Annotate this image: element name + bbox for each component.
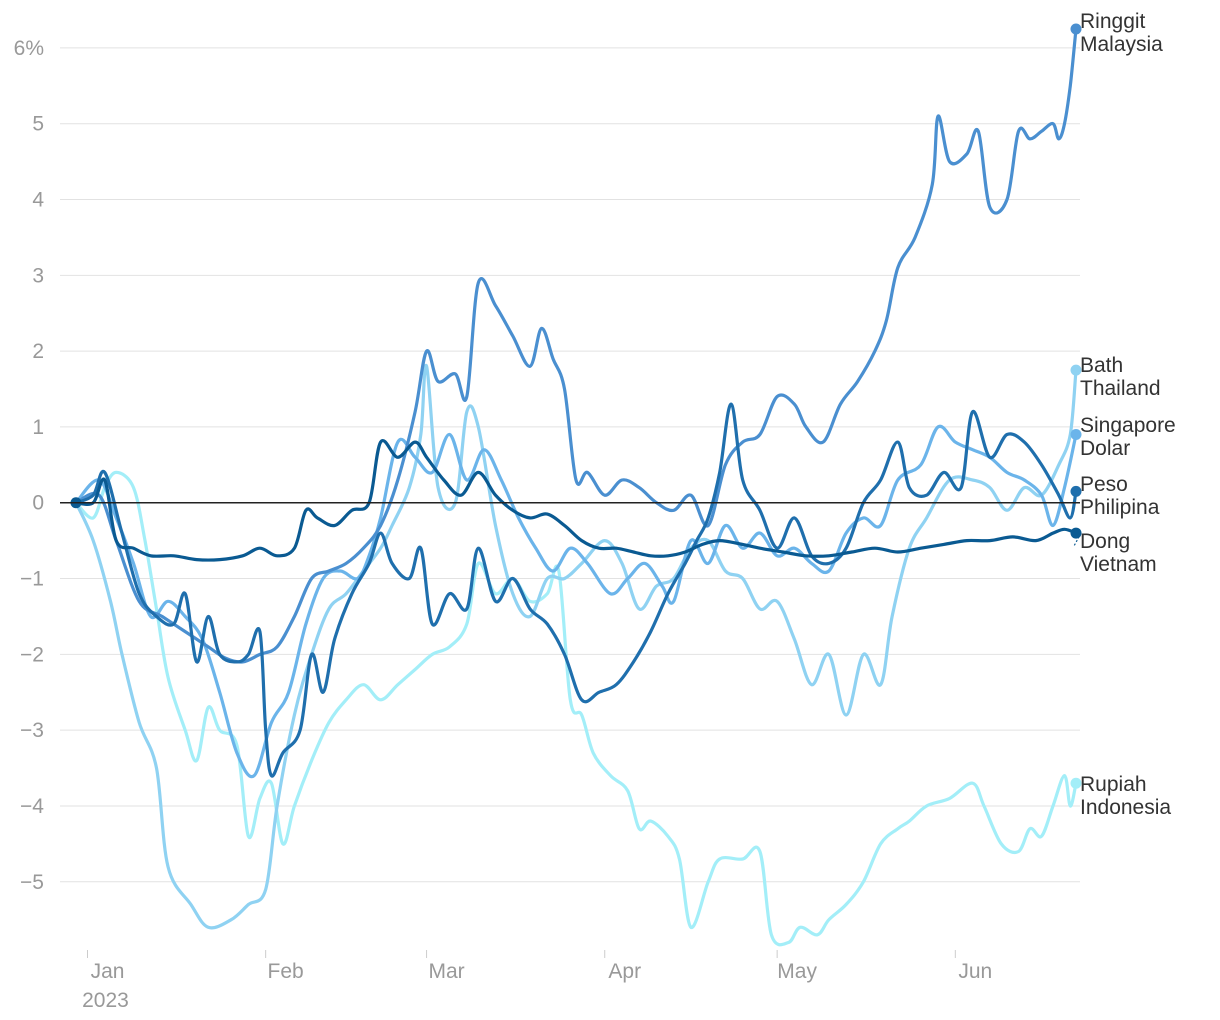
y-tick-label: 4 [32, 189, 44, 212]
x-tick-label: Apr [608, 960, 641, 983]
series-label-line: Thailand [1080, 377, 1161, 400]
end-dot-5 [1070, 527, 1082, 539]
y-tick-label: 5 [32, 113, 44, 136]
y-tick-label: −1 [20, 568, 44, 591]
end-dot-3 [1070, 429, 1082, 441]
series-label-line: Bath [1080, 354, 1123, 377]
series-label-line: Indonesia [1080, 796, 1171, 819]
x-tick-label: Feb [268, 960, 304, 983]
series-label-line: Ringgit [1080, 10, 1146, 33]
end-dot-6 [1070, 777, 1082, 789]
label-leader [1073, 532, 1082, 547]
series-line-2 [74, 363, 1078, 930]
y-tick-label: 3 [32, 264, 44, 287]
gridlines [60, 47, 1080, 883]
y-tick-label: −2 [20, 643, 44, 666]
y-tick-label: −5 [20, 871, 44, 894]
y-tick-label: −3 [20, 719, 44, 742]
series-line-1 [74, 27, 1078, 664]
series-label-line: Singapore [1080, 414, 1176, 437]
series-line-3 [74, 424, 1078, 779]
series-line-4 [74, 402, 1078, 778]
y-tick-label: 6% [14, 37, 44, 60]
y-tick-label: 0 [32, 492, 44, 515]
x-tick-label: Jan [91, 960, 125, 983]
series-line-5 [74, 438, 1078, 562]
series-label-line: Rupiah [1080, 773, 1147, 796]
end-dot-4 [1070, 485, 1082, 497]
series-label-line: Vietnam [1080, 553, 1157, 576]
series-label-line: Dolar [1080, 437, 1130, 460]
y-tick-label: 2 [32, 340, 44, 363]
y-tick-label: 1 [32, 416, 44, 439]
x-tick-label: Jun [958, 960, 992, 983]
series-lines [70, 27, 1078, 947]
x-tick-sublabel: 2023 [82, 989, 129, 1012]
y-axis: 6% 5 4 3 2 1 0 −1 −2 −3 −4 −5 [14, 37, 45, 894]
series-label-line: Dong [1080, 530, 1130, 553]
series-label-line: Peso [1080, 473, 1128, 496]
series-label-line: Malaysia [1080, 33, 1163, 56]
series-line-6 [74, 470, 1078, 947]
end-dot-1 [1070, 23, 1082, 35]
y-tick-label: −4 [20, 795, 44, 818]
x-tick-label: Mar [428, 960, 464, 983]
x-tick-label: May [777, 960, 817, 983]
end-dot-2 [1070, 364, 1082, 376]
label-leader [1073, 429, 1082, 436]
x-axis: Jan 2023 Feb Mar Apr May Jun [82, 950, 992, 1012]
series-label-line: Philipina [1080, 496, 1160, 519]
